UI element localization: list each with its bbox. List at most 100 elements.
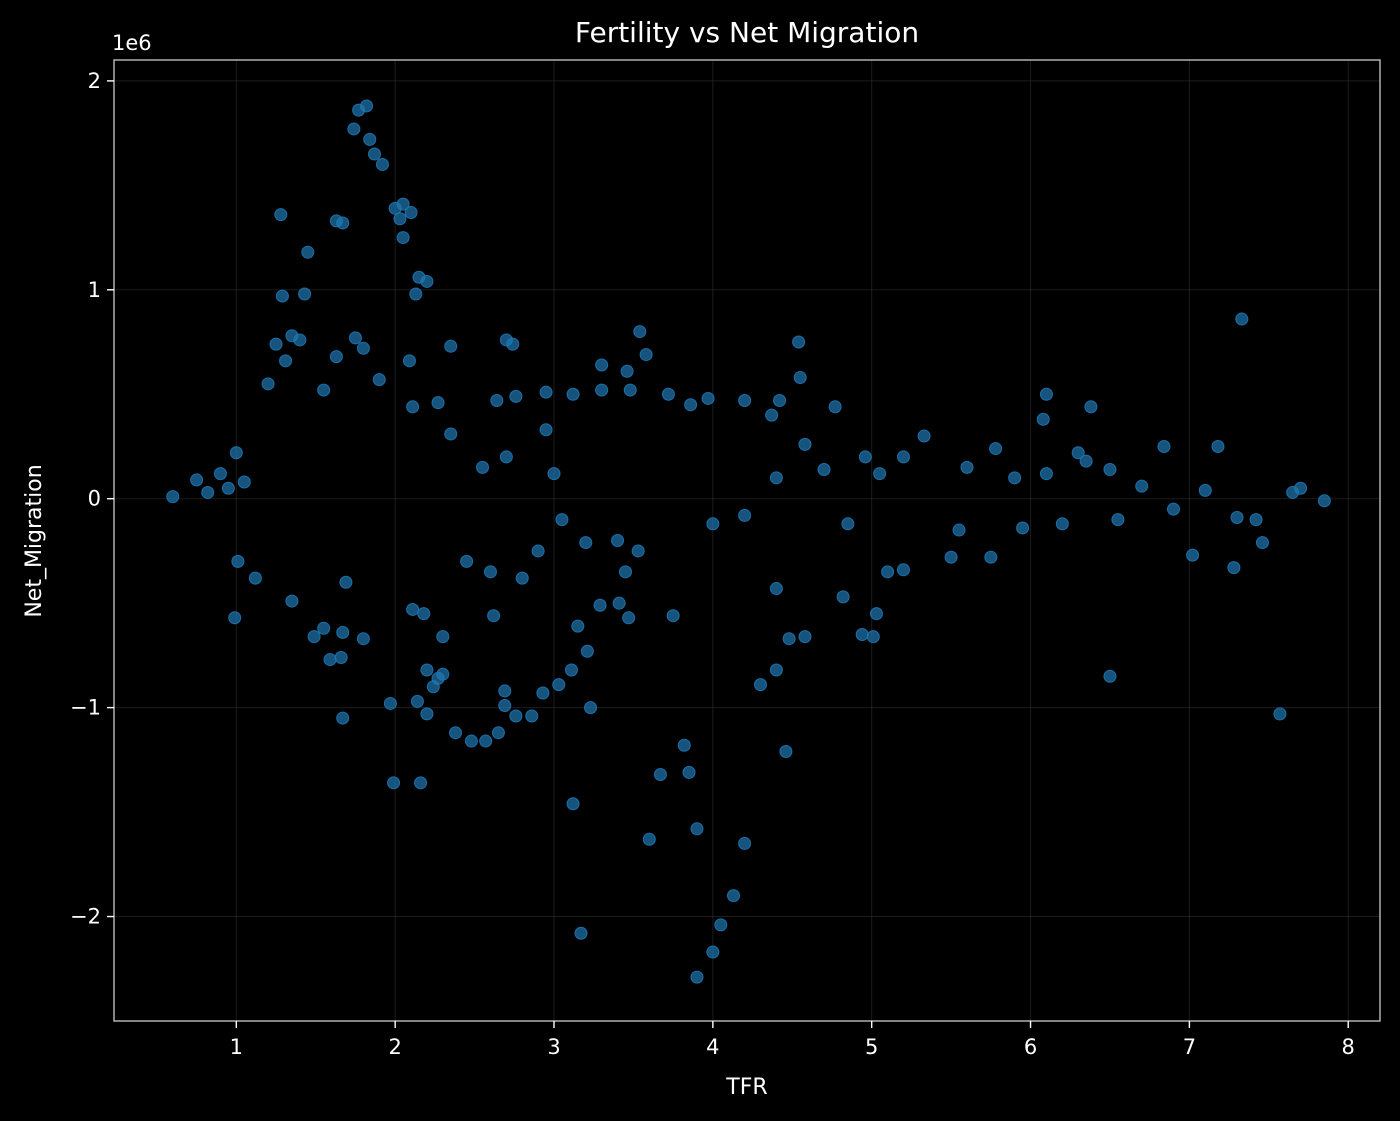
data-point (506, 337, 520, 351)
data-point (190, 473, 204, 487)
data-point (363, 132, 377, 146)
data-point (1055, 517, 1069, 531)
data-point (633, 325, 647, 339)
y-axis-offset-label: 1e6 (112, 31, 152, 55)
data-point (580, 644, 594, 658)
data-point (1036, 412, 1050, 426)
x-tick-label: 3 (547, 1035, 560, 1059)
data-point (571, 619, 585, 633)
y-tick-label: −1 (70, 696, 101, 720)
data-point (1157, 439, 1171, 453)
data-point (356, 341, 370, 355)
data-point (817, 462, 831, 476)
data-point (798, 437, 812, 451)
data-point (701, 391, 715, 405)
data-point (738, 394, 752, 408)
data-point (491, 726, 505, 740)
data-point (682, 765, 696, 779)
data-point (1249, 513, 1263, 527)
data-point (690, 822, 704, 836)
data-point (420, 663, 434, 677)
data-point (564, 663, 578, 677)
data-point (336, 625, 350, 639)
x-tick-label: 6 (1024, 1035, 1037, 1059)
data-point (248, 571, 262, 585)
data-point (858, 450, 872, 464)
data-point (479, 734, 493, 748)
data-point (339, 575, 353, 589)
x-tick-label: 5 (865, 1035, 878, 1059)
data-point (431, 396, 445, 410)
data-point (754, 678, 768, 692)
data-point (1273, 707, 1287, 721)
data-point (499, 450, 513, 464)
data-point (464, 734, 478, 748)
data-point (595, 383, 609, 397)
data-point (436, 630, 450, 644)
data-point (593, 598, 607, 612)
data-point (1071, 446, 1085, 460)
data-point (406, 400, 420, 414)
data-point (642, 832, 656, 846)
data-point (402, 354, 416, 368)
data-point (409, 287, 423, 301)
data-point (793, 371, 807, 385)
data-point (612, 596, 626, 610)
data-point (498, 684, 512, 698)
data-point (1111, 513, 1125, 527)
data-point (773, 394, 787, 408)
data-point (329, 350, 343, 364)
data-point (1167, 502, 1181, 516)
data-point (631, 544, 645, 558)
data-point (515, 571, 529, 585)
x-axis-ticks: 1 2 3 4 5 6 7 8 (230, 1021, 1355, 1059)
grid-lines (114, 60, 1380, 1021)
data-point (677, 738, 691, 752)
data-point (1039, 467, 1053, 481)
data-point (323, 653, 337, 667)
data-point (574, 926, 588, 940)
data-point (166, 490, 180, 504)
data-point (375, 157, 389, 171)
data-point (221, 481, 235, 495)
data-point (917, 429, 931, 443)
data-point (706, 945, 720, 959)
data-point (261, 377, 275, 391)
data-point (896, 450, 910, 464)
data-point (836, 590, 850, 604)
y-axis-ticks: −2 −1 0 1 2 (70, 69, 114, 929)
y-tick-label: 0 (88, 487, 101, 511)
data-point (706, 517, 720, 531)
data-point (348, 331, 362, 345)
data-point (769, 582, 783, 596)
data-points (166, 99, 1331, 984)
data-point (372, 373, 386, 387)
data-point (1186, 548, 1200, 562)
data-point (944, 550, 958, 564)
data-point (406, 602, 420, 616)
data-point (896, 563, 910, 577)
data-point (436, 667, 450, 681)
data-point (213, 467, 227, 481)
x-tick-label: 7 (1183, 1035, 1196, 1059)
data-point (1016, 521, 1030, 535)
data-point (1255, 536, 1269, 550)
y-tick-label: 1 (88, 278, 101, 302)
data-point (498, 699, 512, 713)
data-point (274, 208, 288, 222)
data-point (368, 147, 382, 161)
data-point (989, 442, 1003, 456)
data-point (1230, 511, 1244, 525)
data-point (1227, 561, 1241, 575)
data-point (1317, 494, 1331, 508)
y-tick-label: −2 (70, 905, 101, 929)
data-point (426, 680, 440, 694)
x-tick-label: 4 (706, 1035, 719, 1059)
x-axis-label: TFR (725, 1075, 767, 1100)
data-point (228, 611, 242, 625)
data-point (293, 333, 307, 347)
data-point (869, 607, 883, 621)
data-point (792, 335, 806, 349)
data-point (237, 475, 251, 489)
